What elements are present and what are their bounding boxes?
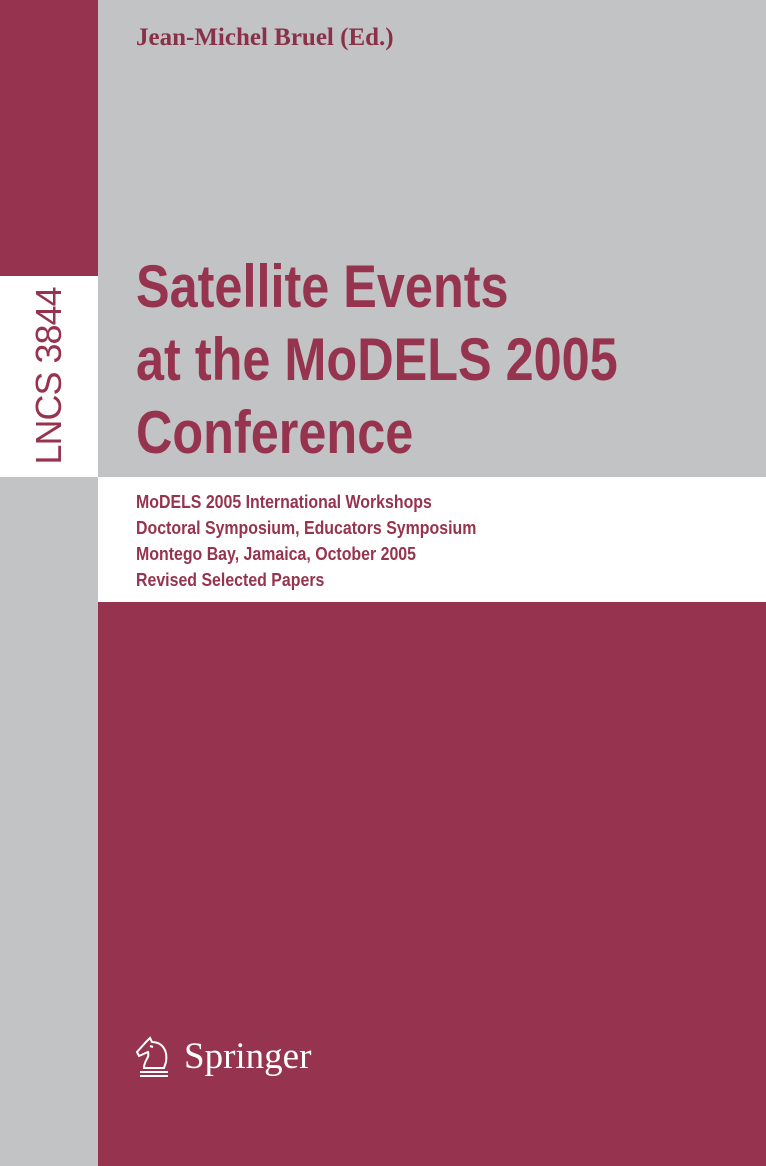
editor-name: Jean-Michel Bruel (Ed.) bbox=[136, 24, 394, 51]
main-white-band bbox=[98, 477, 766, 602]
left-gray-strip bbox=[0, 477, 98, 1166]
main-maroon-panel bbox=[98, 602, 766, 1166]
left-white-band bbox=[0, 276, 98, 477]
publisher-name: Springer bbox=[184, 1035, 312, 1077]
subtitle-line: Doctoral Symposium, Educators Symposium bbox=[136, 517, 477, 538]
subtitle: MoDELS 2005 International Workshops Doct… bbox=[136, 489, 476, 593]
knight-chess-icon bbox=[135, 1036, 168, 1077]
title-line: Satellite Events bbox=[136, 253, 509, 320]
subtitle-line: MoDELS 2005 International Workshops bbox=[136, 491, 432, 512]
series-label: LNCS 3844 bbox=[28, 287, 69, 465]
main-gray-panel bbox=[98, 0, 766, 477]
book-title: Satellite Events at the MoDELS 2005 Conf… bbox=[136, 250, 618, 469]
subtitle-line: Montego Bay, Jamaica, October 2005 bbox=[136, 543, 417, 564]
title-line: Conference bbox=[136, 399, 414, 466]
title-line: at the MoDELS 2005 bbox=[136, 326, 618, 393]
left-maroon-block bbox=[0, 0, 98, 276]
publisher-logo: Springer bbox=[134, 1034, 311, 1078]
subtitle-line: Revised Selected Papers bbox=[136, 569, 325, 590]
